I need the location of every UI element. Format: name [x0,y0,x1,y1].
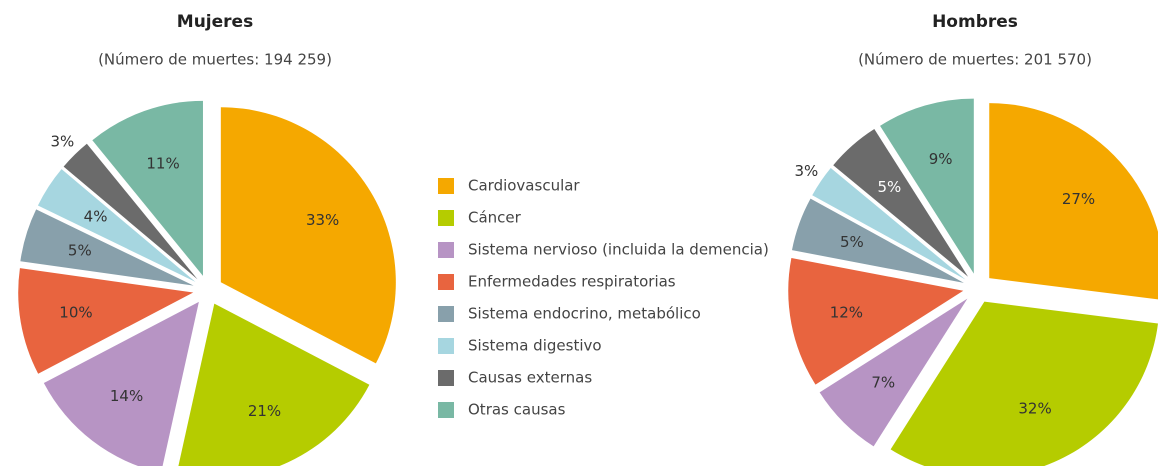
data-label: 7% [871,373,895,391]
data-label: 5% [877,178,901,196]
data-label: 5% [68,241,92,259]
chart-subtitle: (Número de muertes: 201 570) [858,51,1092,69]
data-label: 5% [840,233,864,251]
pie-slice [819,298,968,447]
pie-slice [890,301,1158,466]
data-label: 14% [110,387,143,405]
data-label: 9% [929,150,953,168]
legend-swatch [438,178,454,194]
legend-label: Cáncer [468,209,522,227]
data-label: 4% [84,208,108,226]
legend-label: Otras causas [468,401,566,419]
chart-title: Mujeres [177,12,253,32]
chart-subtitle: (Número de muertes: 194 259) [98,51,332,69]
data-label: 27% [1062,190,1095,208]
pie-slice [43,301,199,466]
legend-label: Enfermedades respiratorias [468,273,676,291]
legend-swatch [438,274,454,290]
legend-label: Sistema nervioso (incluida la demencia) [468,241,769,259]
pie-slice [63,143,198,280]
pie-slice [989,103,1158,300]
pie-slice [220,107,396,364]
data-label: 12% [830,304,863,322]
pie-slice [18,268,194,374]
chart-title: Hombres [932,12,1018,32]
data-label: 32% [1018,400,1051,418]
legend-label: Cardiovascular [468,177,580,195]
legend-swatch [438,306,454,322]
data-label: 3% [51,133,75,151]
pie-slice [92,100,203,276]
legend-swatch [438,402,454,418]
legend-label: Sistema endocrino, metabólico [468,305,701,323]
data-label: 10% [59,303,92,321]
pie-slice [791,198,964,283]
data-label: 3% [794,162,818,180]
pie-slice [20,209,194,286]
legend-swatch [438,210,454,226]
pie-slice [812,168,966,280]
data-label: 11% [146,154,179,172]
pie-slice [37,169,196,282]
legend-swatch [438,242,454,258]
legend-label: Causas externas [468,369,592,387]
data-label: 21% [248,402,281,420]
legend-swatch [438,338,454,354]
pie-slice [788,258,964,385]
legend-swatch [438,370,454,386]
pie-slice [880,98,974,274]
legend-label: Sistema digestivo [468,337,602,355]
pie-slice [178,303,370,466]
data-label: 33% [306,211,339,229]
pie-slice [833,128,969,277]
